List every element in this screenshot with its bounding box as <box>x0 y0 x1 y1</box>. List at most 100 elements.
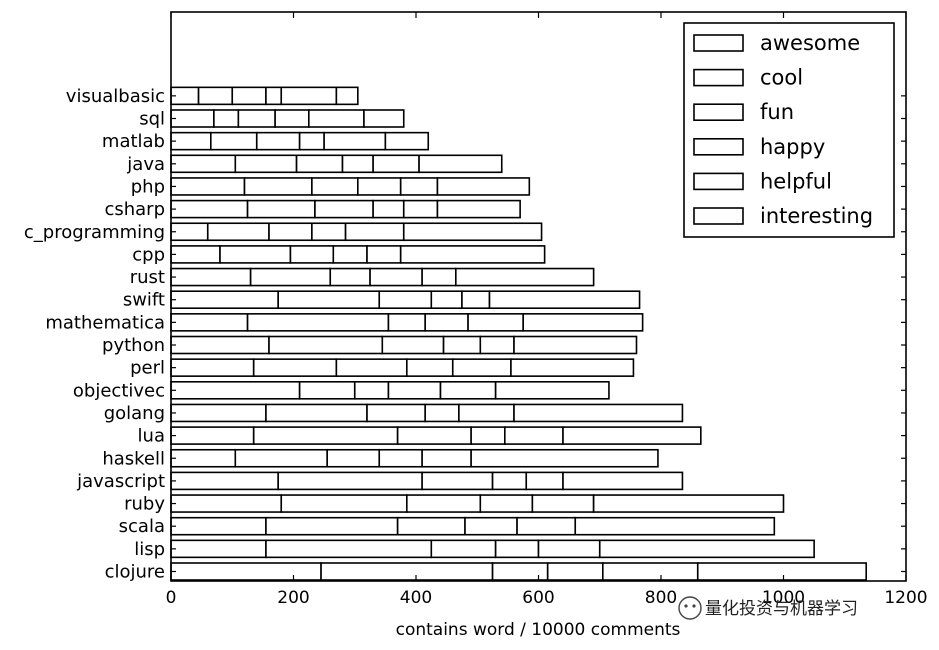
bar-javascript-helpful <box>525 471 564 491</box>
legend-swatch-cool <box>693 68 744 87</box>
bar-lisp-happy <box>494 539 540 559</box>
bar-haskell-interesting <box>470 448 659 468</box>
x-tick-label-1000: 1000 <box>762 588 805 608</box>
legend-swatch-happy <box>693 138 744 156</box>
bar-visualbasic-helpful <box>280 86 338 106</box>
category-label-python: python <box>102 335 165 356</box>
bar-c_programming-helpful <box>344 222 405 242</box>
legend-label-cool: cool <box>760 66 803 90</box>
x-tick-labels: 0 200 400 600 800 1000 1200 <box>166 588 928 608</box>
category-label-cpp: cpp <box>132 244 165 265</box>
bar-haskell-helpful <box>421 448 472 468</box>
bar-golang-fun <box>366 403 426 423</box>
bar-c_programming-fun <box>268 222 313 242</box>
legend-items: awesome cool fun happy helpful interesting <box>693 31 873 228</box>
legend-label-interesting: interesting <box>760 204 873 228</box>
bar-scala-fun <box>396 516 466 536</box>
bar-matlab-interesting <box>384 131 430 151</box>
bar-clojure-cool <box>320 562 494 581</box>
bar-rust-happy <box>369 267 423 287</box>
bar-lua-cool <box>252 426 399 445</box>
bar-mathematica-fun <box>387 313 426 332</box>
x-tick-label-0: 0 <box>166 588 177 608</box>
bar-scala-cool <box>265 516 399 536</box>
bar-matlab-awesome <box>170 131 212 151</box>
bar-visualbasic-happy <box>265 86 283 106</box>
bar-visualbasic-interesting <box>335 86 359 106</box>
bar-javascript-awesome <box>170 471 279 491</box>
bar-mathematica-interesting <box>522 313 644 332</box>
bar-ruby-awesome <box>170 494 283 513</box>
bar-golang-interesting <box>513 403 684 423</box>
category-label-swift: swift <box>123 290 165 311</box>
bar-sql-cool <box>213 109 240 128</box>
legend-label-helpful: helpful <box>760 169 832 193</box>
legend-swatch-helpful <box>693 172 744 191</box>
category-labels: clojurelispscalarubyjavascripthaskelllua… <box>24 86 165 583</box>
bar-visualbasic-cool <box>197 86 234 106</box>
bar-clojure-fun <box>491 562 549 581</box>
bar-cpp-interesting <box>399 245 546 264</box>
bar-clojure-happy <box>546 562 604 581</box>
bar-cpp-awesome <box>170 245 221 264</box>
category-label-ruby: ruby <box>124 494 165 515</box>
bar-lisp-interesting <box>598 539 815 559</box>
legend-label-awesome: awesome <box>760 31 860 55</box>
bar-lisp-helpful <box>537 539 601 559</box>
bar-java-helpful <box>372 154 420 174</box>
bar-matlab-helpful <box>323 131 387 151</box>
bar-lisp-awesome <box>170 539 267 559</box>
bar-mathematica-happy <box>424 313 469 332</box>
bar-php-awesome <box>170 177 246 196</box>
category-label-perl: perl <box>130 358 165 379</box>
watermark-text: 量化投资与机器学习 <box>705 599 858 619</box>
bar-scala-helpful <box>516 516 577 536</box>
bar-php-cool <box>243 177 313 196</box>
bar-csharp-cool <box>246 199 316 219</box>
category-label-csharp: csharp <box>104 199 165 220</box>
x-tick-label-800: 800 <box>645 588 677 608</box>
bar-java-cool <box>234 154 298 174</box>
bar-php-happy <box>357 177 402 196</box>
bar-rust-interesting <box>455 267 595 287</box>
bar-cpp-cool <box>219 245 292 264</box>
bar-matlab-cool <box>210 131 258 151</box>
x-axis-label: contains word / 10000 comments <box>396 620 681 640</box>
bars-layer <box>170 86 867 581</box>
bar-objectivec-cool <box>298 380 356 400</box>
bar-haskell-fun <box>326 448 381 468</box>
bar-lisp-cool <box>265 539 433 559</box>
bar-perl-cool <box>252 358 338 377</box>
bar-cpp-helpful <box>366 245 402 264</box>
bar-rust-helpful <box>421 267 457 287</box>
category-label-sql: sql <box>139 109 165 130</box>
bar-ruby-fun <box>406 494 482 513</box>
bar-c_programming-cool <box>206 222 270 242</box>
bar-csharp-awesome <box>170 199 249 219</box>
bar-scala-happy <box>464 516 518 536</box>
bar-swift-interesting <box>488 290 641 310</box>
category-label-scala: scala <box>119 516 165 537</box>
bar-php-interesting <box>436 177 531 196</box>
bar-sql-fun <box>237 109 276 128</box>
bar-php-helpful <box>399 177 439 196</box>
bar-haskell-happy <box>378 448 423 468</box>
bar-javascript-fun <box>421 471 494 491</box>
category-label-c_programming: c_programming <box>24 222 165 243</box>
category-label-javascript: javascript <box>76 471 165 492</box>
bar-objectivec-happy <box>387 380 442 400</box>
bar-scala-awesome <box>170 516 267 536</box>
x-tick-label-400: 400 <box>400 588 432 608</box>
bar-clojure-interesting <box>696 562 867 581</box>
legend-swatch-fun <box>693 103 744 121</box>
category-label-haskell: haskell <box>102 448 165 469</box>
bar-matlab-fun <box>255 131 301 151</box>
bar-java-awesome <box>170 154 237 174</box>
legend-swatch-interesting <box>693 207 744 225</box>
bar-perl-helpful <box>451 358 512 377</box>
bar-mathematica-cool <box>246 313 390 332</box>
category-label-mathematica: mathematica <box>45 312 165 333</box>
bar-swift-fun <box>378 290 433 310</box>
category-label-objectivec: objectivec <box>73 380 165 401</box>
bar-lisp-fun <box>430 539 497 559</box>
